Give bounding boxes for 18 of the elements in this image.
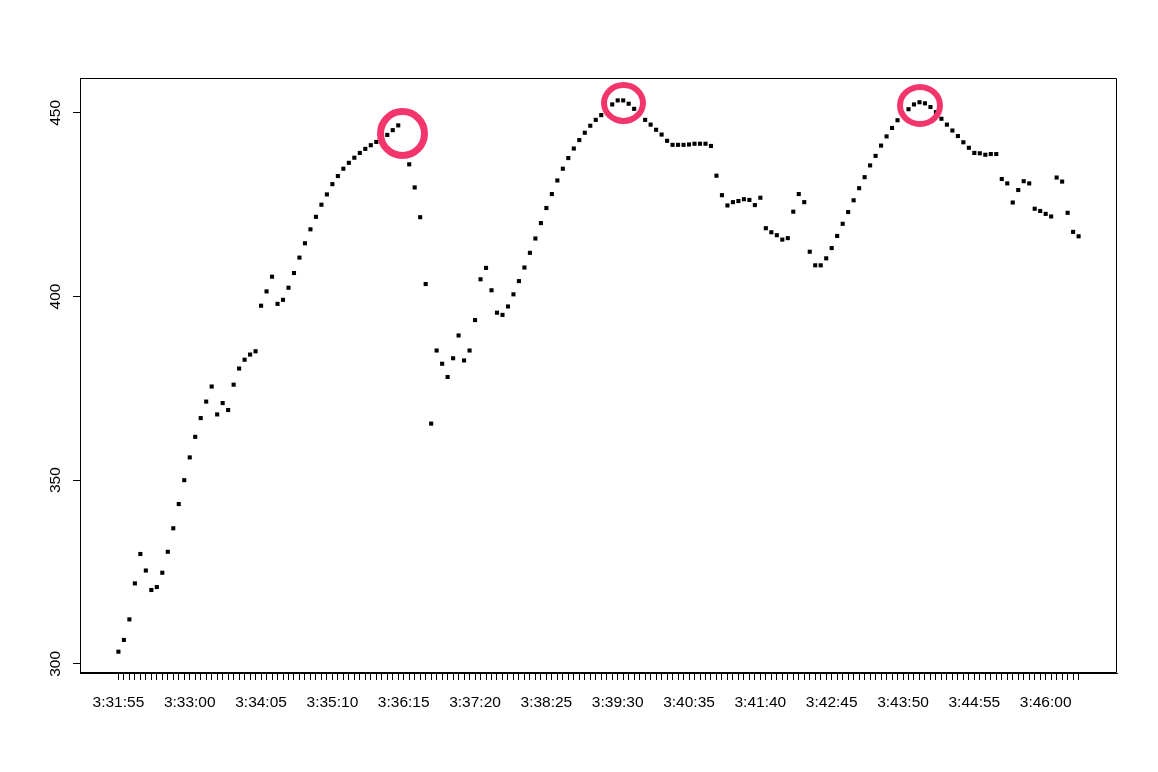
x-tick-label: 3:33:00 [163, 692, 216, 710]
x-tick-label: 3:40:35 [663, 692, 715, 710]
y-tick-label: 350 [46, 466, 64, 494]
x-tick-label: 3:42:45 [805, 692, 858, 710]
x-tick-label: 3:34:05 [235, 692, 287, 710]
y-tick-label: 450 [46, 99, 64, 126]
x-tick-label: 3:38:25 [520, 692, 573, 710]
x-tick-label: 3:37:20 [449, 692, 502, 710]
x-tick-label: 3:46:00 [1019, 692, 1072, 710]
x-tick-label: 3:31:55 [92, 692, 145, 710]
x-tick-label: 3:44:55 [948, 692, 1001, 710]
x-tick-label: 3:39:30 [591, 692, 644, 710]
y-tick-label: 300 [46, 650, 64, 677]
x-tick-label: 3:36:15 [377, 692, 430, 710]
x-tick-label: 3:41:40 [734, 692, 787, 710]
x-tick-label: 3:35:10 [306, 692, 359, 710]
y-tick-label: 400 [46, 283, 64, 310]
x-tick-label: 3:43:50 [877, 692, 930, 710]
